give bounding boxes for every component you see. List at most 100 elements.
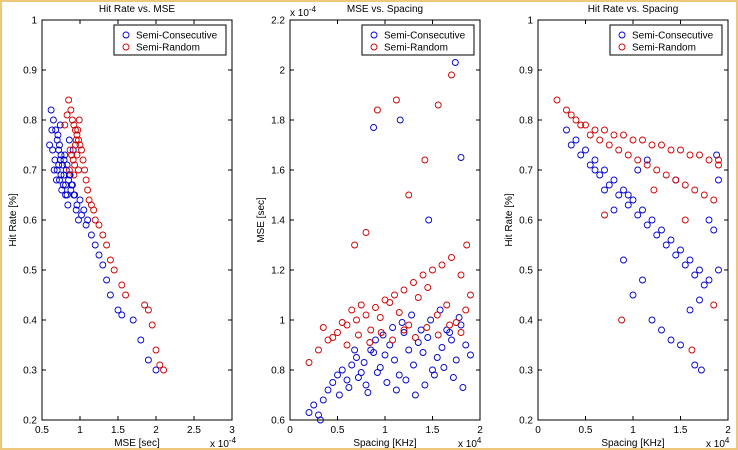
data-point	[324, 386, 332, 394]
data-point	[601, 126, 608, 134]
y-tick-label: 1.6	[271, 166, 285, 177]
x-tick-label: 2.5	[187, 425, 201, 436]
x-tick-label: 0.5	[35, 425, 49, 436]
y-tick-label: 0.8	[519, 116, 533, 127]
data-point	[457, 154, 465, 161]
data-point	[75, 116, 83, 124]
data-point	[65, 176, 73, 184]
data-point	[677, 146, 684, 154]
data-point	[446, 321, 454, 329]
data-point	[71, 161, 79, 169]
legend-label: Semi-Consecutive	[384, 31, 466, 42]
data-point	[610, 206, 618, 214]
data-point	[156, 361, 164, 369]
x-tick-label: 1	[77, 425, 83, 436]
data-point	[586, 131, 594, 139]
data-point	[705, 216, 713, 224]
data-point	[391, 291, 398, 299]
data-point	[620, 256, 627, 264]
data-point	[367, 326, 375, 334]
legend-label: Semi-Random	[384, 43, 448, 54]
data-point	[697, 366, 705, 374]
data-point	[658, 226, 665, 234]
data-point	[696, 266, 703, 274]
data-point	[400, 329, 408, 336]
data-point	[316, 416, 324, 424]
data-point	[141, 301, 149, 309]
y-tick-label: 1.8	[271, 116, 285, 127]
data-point	[700, 191, 708, 199]
data-point	[639, 206, 646, 214]
data-point	[366, 339, 374, 346]
data-point	[71, 141, 79, 149]
data-point	[72, 136, 80, 144]
data-point	[335, 391, 343, 399]
data-point	[650, 186, 658, 194]
data-point	[449, 374, 457, 381]
data-point	[64, 201, 72, 209]
x-tick-label: 1.5	[674, 425, 688, 436]
data-point	[448, 254, 455, 261]
data-point	[582, 146, 589, 154]
data-point	[681, 261, 689, 269]
data-point	[65, 96, 73, 104]
data-point	[343, 376, 351, 384]
axes-box	[41, 19, 233, 421]
data-point	[463, 241, 471, 249]
data-point	[715, 156, 722, 164]
data-point	[710, 301, 718, 309]
data-point	[46, 141, 54, 149]
x-tick-label: 0	[287, 425, 293, 436]
y-tick-label: 0.2	[519, 416, 533, 427]
x-axis-exponent: x 104	[458, 436, 482, 450]
chart-title: MSE vs. Spacing	[347, 4, 423, 15]
data-point	[75, 166, 82, 174]
data-point	[345, 384, 353, 391]
data-point	[319, 324, 327, 331]
data-point	[370, 349, 378, 356]
data-point	[72, 206, 80, 214]
data-point	[582, 121, 589, 129]
x-axis-label: MSE [sec]	[114, 438, 160, 449]
y-tick-label: 0.8	[271, 366, 285, 377]
data-point	[362, 229, 370, 236]
data-point	[434, 331, 442, 339]
data-point	[467, 291, 474, 299]
data-point	[389, 336, 397, 344]
data-point	[305, 359, 313, 366]
data-point	[629, 136, 637, 144]
data-point	[395, 309, 403, 316]
data-point	[596, 171, 604, 179]
x-axis-exponent: x 10-4	[210, 436, 237, 450]
data-point	[70, 191, 78, 199]
x-axis-label: Spacing [KHz]	[353, 438, 417, 449]
data-point	[427, 316, 435, 324]
legend-box	[609, 24, 723, 56]
data-point	[643, 161, 651, 169]
data-point	[49, 146, 57, 154]
data-point	[354, 331, 362, 339]
series-semi-consecutive	[46, 106, 160, 374]
data-point	[410, 361, 417, 369]
data-point	[618, 316, 626, 324]
data-point	[648, 216, 656, 224]
data-point	[658, 141, 665, 149]
data-point	[577, 151, 585, 159]
data-point	[329, 379, 337, 386]
legend-box	[361, 24, 475, 56]
data-point	[601, 211, 608, 219]
y-tick-label: 0.4	[519, 316, 533, 327]
data-point	[410, 279, 417, 286]
data-point	[49, 116, 57, 124]
data-point	[653, 231, 661, 239]
data-point	[643, 221, 651, 229]
data-point	[452, 319, 460, 326]
data-point	[65, 171, 73, 179]
data-point	[56, 176, 63, 184]
data-point	[386, 341, 394, 349]
data-point	[696, 296, 703, 304]
data-point	[76, 196, 84, 204]
data-point	[440, 364, 448, 371]
x-tick-label: 1	[630, 425, 636, 436]
data-point	[662, 241, 670, 249]
